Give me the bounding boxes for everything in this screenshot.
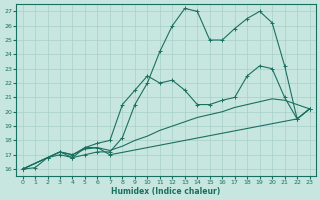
X-axis label: Humidex (Indice chaleur): Humidex (Indice chaleur) (111, 187, 221, 196)
